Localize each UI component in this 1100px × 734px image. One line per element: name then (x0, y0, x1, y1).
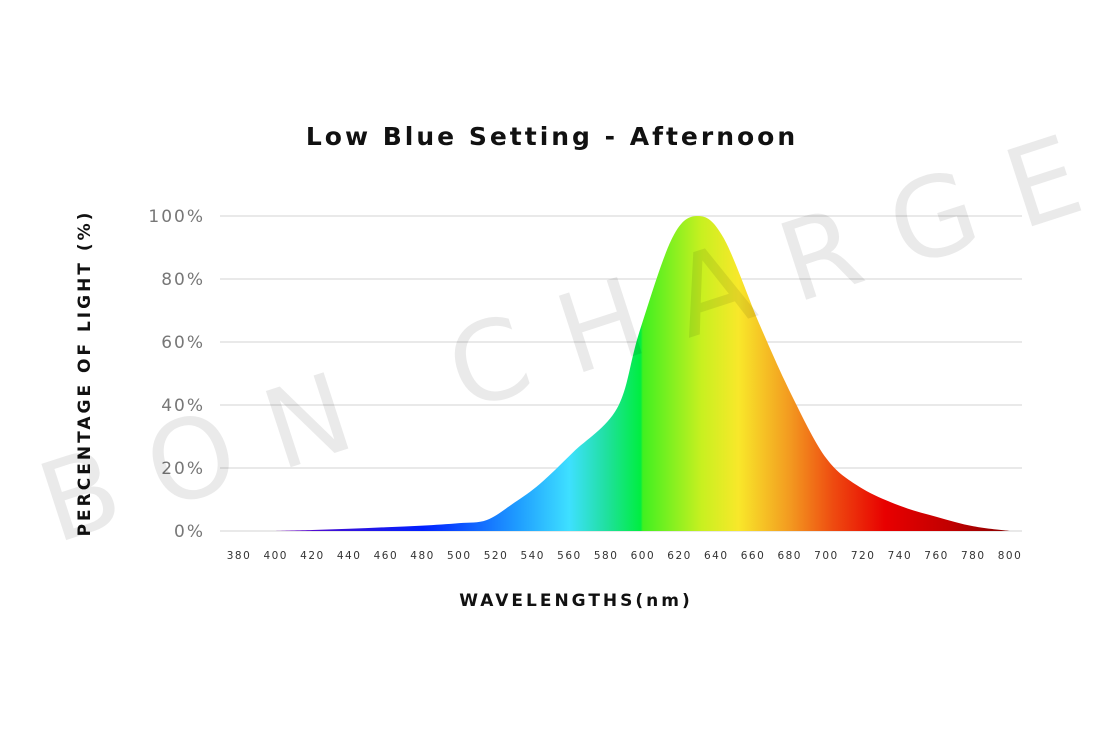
x-tick-label: 800 (998, 550, 1023, 562)
x-tick-label: 660 (741, 550, 766, 562)
x-tick-label: 600 (631, 550, 656, 562)
x-tick-label: 540 (520, 550, 545, 562)
x-tick-label: 780 (961, 550, 986, 562)
y-axis-label: PERCENTAGE OF LIGHT (%) (75, 210, 95, 537)
y-tick-label: 100% (148, 207, 205, 227)
x-tick-label: 400 (263, 550, 288, 562)
x-tick-label: 440 (337, 550, 362, 562)
x-tick-label: 720 (851, 550, 876, 562)
x-tick-label: 740 (888, 550, 913, 562)
spectrum-area (275, 216, 1010, 531)
x-axis-label: WAVELENGTHS(nm) (459, 591, 693, 611)
x-tick-label: 640 (704, 550, 729, 562)
x-tick-label: 420 (300, 550, 325, 562)
x-tick-label: 700 (814, 550, 839, 562)
y-tick-label: 20% (161, 459, 205, 479)
x-tick-label: 460 (374, 550, 399, 562)
y-tick-label: 80% (161, 270, 205, 290)
chart-title: Low Blue Setting - Afternoon (306, 122, 798, 151)
x-tick-label: 520 (484, 550, 509, 562)
x-tick-label: 480 (410, 550, 435, 562)
x-tick-label: 620 (667, 550, 692, 562)
y-tick-label: 0% (174, 522, 205, 542)
x-tick-label: 680 (777, 550, 802, 562)
y-tick-label: 40% (161, 396, 205, 416)
x-tick-label: 560 (557, 550, 582, 562)
x-tick-label: 380 (227, 550, 252, 562)
x-tick-label: 500 (447, 550, 472, 562)
y-tick-label: 60% (161, 333, 205, 353)
x-tick-label: 580 (594, 550, 619, 562)
x-tick-label: 760 (924, 550, 949, 562)
